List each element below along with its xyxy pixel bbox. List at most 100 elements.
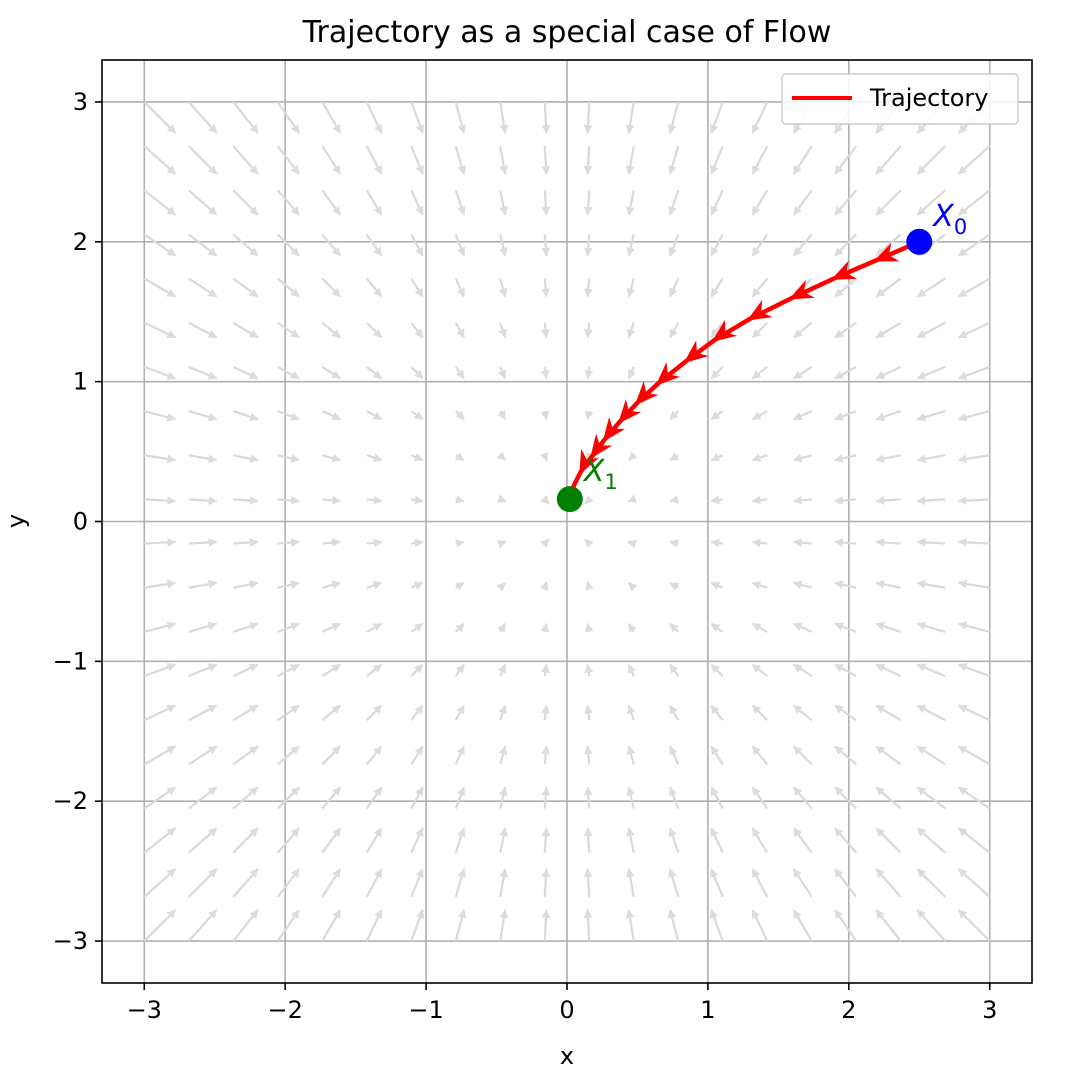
field-arrow (626, 827, 635, 853)
field-arrow (916, 704, 946, 722)
field-arrow (710, 868, 724, 898)
field-arrow (143, 145, 177, 175)
field-arrow (366, 410, 383, 421)
field-arrow (410, 101, 425, 134)
field-arrow (957, 663, 991, 678)
field-arrow (584, 704, 593, 721)
field-arrow (321, 663, 342, 677)
trajectory-arrowhead (746, 299, 773, 321)
field-arrow (365, 786, 383, 810)
field-arrow (541, 278, 551, 298)
field-arrow (710, 495, 723, 505)
field-arrow (143, 233, 177, 257)
trajectory-series (567, 239, 922, 500)
field-arrow (366, 538, 383, 548)
field-arrow (669, 745, 680, 765)
field-arrow (366, 622, 383, 633)
vector-field (143, 101, 991, 942)
field-arrow (277, 745, 300, 766)
field-arrow (957, 145, 991, 175)
field-arrow (454, 189, 466, 216)
legend-label: Trajectory (869, 84, 989, 112)
x-tick-label: −3 (127, 996, 162, 1024)
field-arrow (454, 827, 466, 854)
field-arrow (751, 189, 769, 216)
field-arrow (916, 745, 946, 766)
field-arrow (410, 233, 424, 257)
field-arrow (499, 190, 508, 216)
field-arrow (585, 581, 595, 591)
field-arrow (539, 452, 549, 462)
field-arrow (188, 827, 218, 854)
field-arrow (143, 365, 177, 380)
field-arrow (584, 366, 594, 380)
x-axis-label: x (560, 1042, 574, 1070)
field-arrow (187, 868, 218, 898)
field-arrow (875, 622, 902, 633)
field-arrow (497, 410, 507, 421)
field-arrow (498, 322, 507, 339)
x-tick-label: 2 (841, 996, 856, 1024)
field-arrow (668, 189, 680, 216)
field-arrow (454, 868, 466, 898)
field-arrow (669, 663, 680, 677)
field-arrow (188, 496, 218, 505)
field-arrow (365, 101, 383, 134)
field-arrow (365, 321, 383, 339)
field-arrow (498, 745, 508, 765)
field-arrow (957, 233, 991, 257)
field-arrow (540, 663, 550, 677)
field-arrow (321, 366, 342, 380)
field-arrow (792, 868, 813, 898)
field-arrow (834, 704, 857, 722)
field-arrow (751, 663, 768, 677)
field-arrow (834, 580, 857, 589)
field-arrow (710, 233, 724, 257)
field-arrow (626, 786, 635, 809)
field-arrow (499, 234, 508, 257)
trajectory-arrowhead (589, 433, 613, 459)
field-arrow (541, 704, 550, 721)
field-arrow (277, 277, 300, 298)
field-arrow (584, 622, 594, 633)
field-arrow (276, 189, 300, 216)
field-arrow (232, 189, 259, 216)
field-arrow (321, 145, 342, 175)
field-arrow (792, 663, 813, 677)
field-arrow (321, 745, 342, 766)
field-arrow (539, 581, 549, 591)
field-arrow (710, 322, 724, 339)
field-arrow (541, 322, 550, 339)
field-arrow (834, 496, 857, 505)
field-arrow (834, 745, 857, 766)
field-arrow (916, 454, 946, 464)
field-arrow (321, 321, 341, 339)
field-arrow (710, 581, 724, 590)
field-arrow (455, 539, 465, 548)
field-arrow (583, 190, 593, 216)
field-arrow (143, 101, 177, 134)
x-tick-label: 3 (982, 996, 997, 1024)
field-arrow (834, 868, 858, 898)
field-arrow (410, 745, 424, 765)
field-arrow (454, 786, 466, 809)
field-arrow (627, 494, 637, 503)
field-arrow (411, 538, 424, 548)
field-arrow (710, 189, 724, 216)
field-arrow (233, 454, 259, 463)
field-arrow (410, 786, 424, 810)
field-arrow (710, 622, 724, 633)
field-arrow (710, 745, 724, 765)
field-arrow (410, 704, 424, 721)
field-arrow (751, 233, 769, 257)
field-arrow (626, 234, 635, 257)
field-arrow (710, 278, 724, 298)
field-arrow (792, 233, 813, 257)
field-arrow (277, 365, 300, 380)
y-tick-label: −3 (53, 927, 88, 955)
field-arrow (710, 663, 724, 677)
field-arrow (499, 909, 509, 942)
field-arrow (627, 540, 637, 549)
field-arrow (710, 538, 723, 548)
field-arrow (667, 909, 680, 942)
